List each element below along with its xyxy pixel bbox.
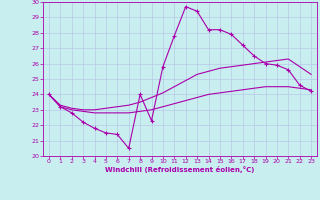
X-axis label: Windchill (Refroidissement éolien,°C): Windchill (Refroidissement éolien,°C) <box>105 166 255 173</box>
